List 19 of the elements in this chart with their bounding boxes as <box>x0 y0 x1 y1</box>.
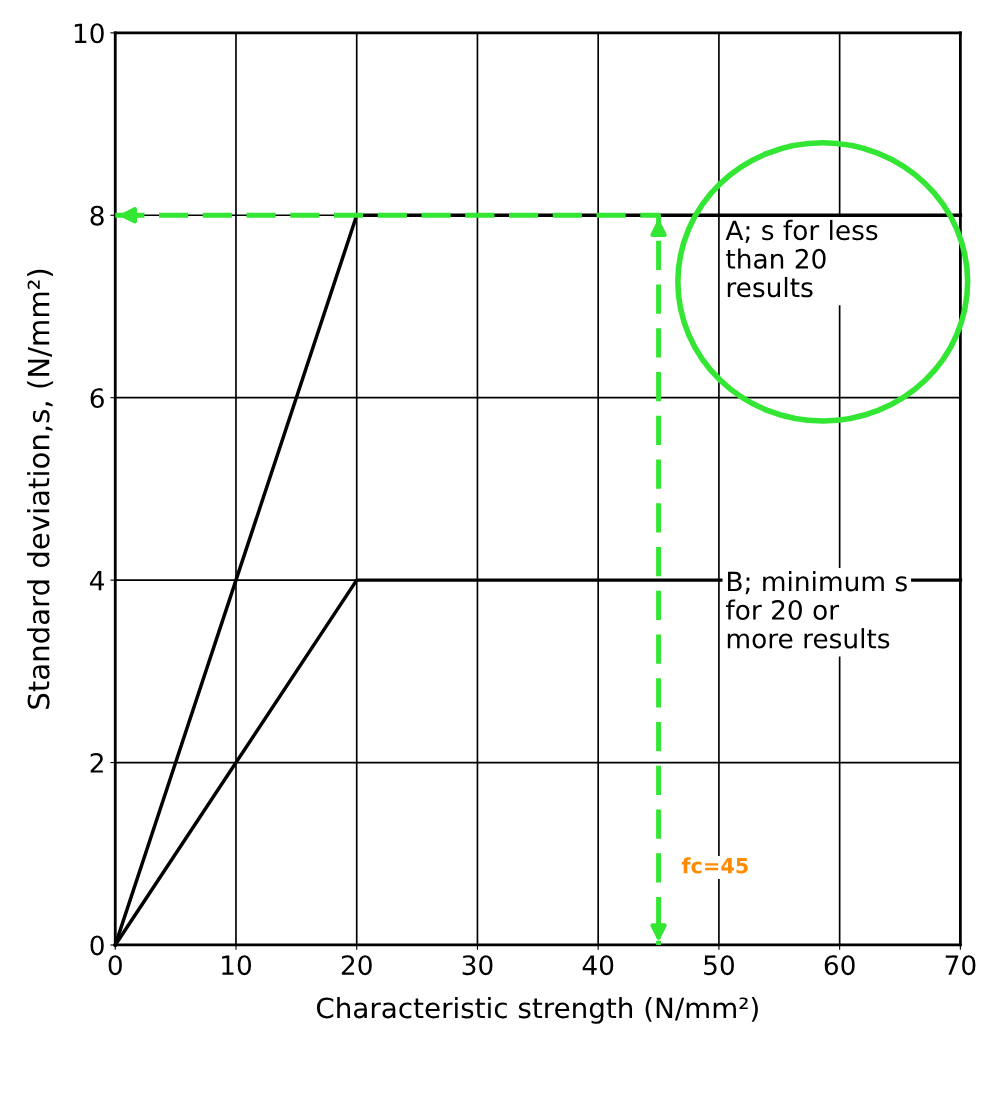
x-tick-label: 50 <box>704 955 734 976</box>
x-tick-label: 30 <box>462 955 493 976</box>
x-tick-label: 70 <box>945 955 976 976</box>
x-tick-label: 10 <box>222 955 252 976</box>
annotation: A; s for less than 20 results <box>725 219 878 298</box>
x-tick-label: 20 <box>341 955 372 976</box>
y-tick-label: 4 <box>90 570 105 591</box>
y-tick-label: 6 <box>90 388 104 409</box>
x-tick-label: 0 <box>108 955 122 976</box>
x-tick-label: 40 <box>582 955 614 976</box>
y-tick-label: 2 <box>90 753 103 773</box>
annotation: fc=45 <box>681 857 748 874</box>
x-axis-title: Characteristic strength (N/mm²) <box>316 996 758 1024</box>
y-axis-title: Standard deviation,s, (N/mm²) <box>27 269 54 709</box>
x-tick-label: 60 <box>824 955 855 976</box>
annotation: B; minimum s for 20 or more results <box>726 571 907 649</box>
y-tick-label: 10 <box>74 23 104 44</box>
y-tick-label: 0 <box>90 935 104 956</box>
y-tick-label: 8 <box>90 205 104 226</box>
